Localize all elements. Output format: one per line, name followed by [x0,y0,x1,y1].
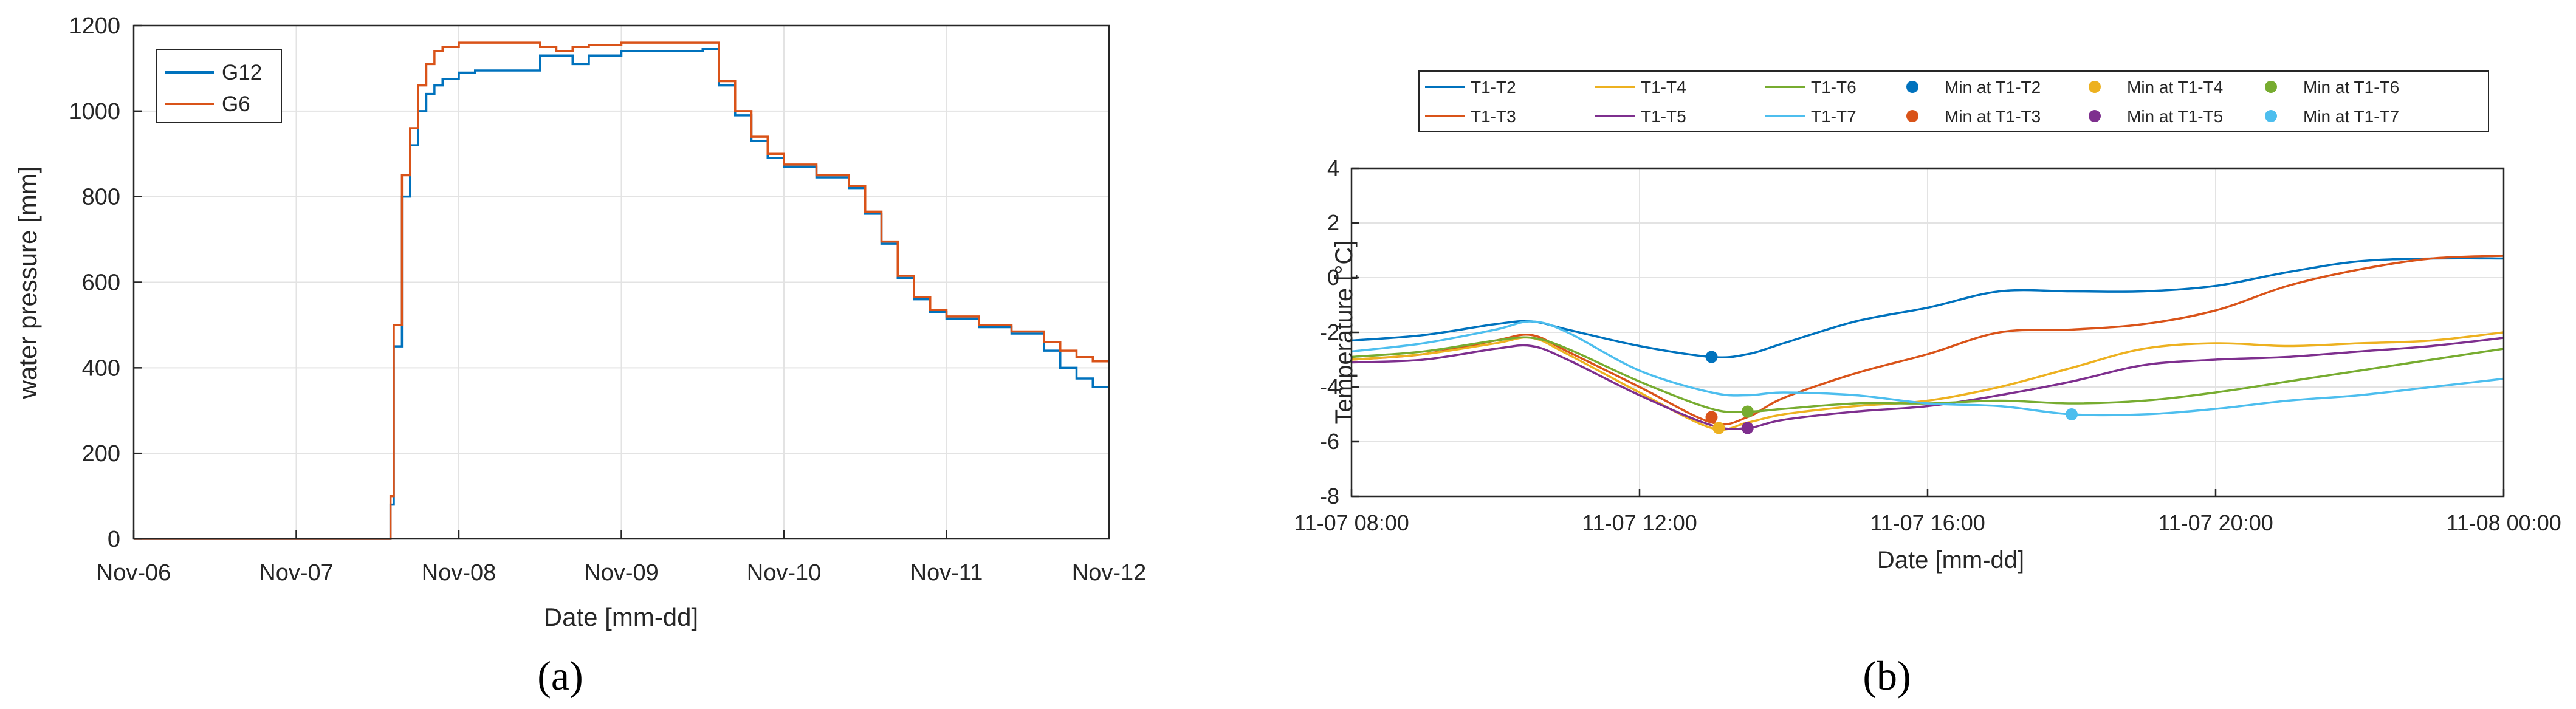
chart-b-y-ticks: -8 -6 -4 -2 0 2 4 [1320,156,1359,509]
chart-b-marker-min-at-t1-t6 [1741,405,1754,418]
chart-b-x-tick-label: 11-07 08:00 [1294,510,1409,535]
chart-b-legend-dot-min-at-t1-t5 [2089,110,2101,122]
chart-b-legend-label-min-at-t1-t4: Min at T1-T4 [2127,78,2223,97]
chart-b-legend-label-t1-t7: T1-T7 [1811,107,1856,126]
chart-b-legend-label-t1-t3: T1-T3 [1471,107,1516,126]
chart-b-series-line-t1-t5 [1351,337,2504,430]
chart-a-series-line-g12 [134,47,1110,540]
chart-a-y-tick-label: 1000 [69,99,120,125]
chart-b-x-tick-label: 11-07 12:00 [1582,510,1697,535]
chart-b-y-tick-label: -4 [1320,374,1339,399]
chart-b-legend-dot-min-at-t1-t2 [1906,81,1918,93]
chart-b-legend-label-t1-t6: T1-T6 [1811,78,1856,97]
chart-b: 11-07 08:00 11-07 12:00 11-07 16:00 11-07 2… [1294,70,2561,699]
chart-b-series-line-t1-t3 [1351,255,2504,426]
chart-b-x-ticks: 11-07 08:00 11-07 12:00 11-07 16:00 11-07 2… [1294,489,2561,535]
chart-a-y-tick-label: 600 [82,270,120,296]
chart-a-y-tick-label: 200 [82,441,120,467]
chart-b-minima-markers [1705,351,2078,434]
chart-b-legend-dot-min-at-t1-t4 [2089,81,2101,93]
chart-b-y-tick-label: -2 [1320,320,1339,344]
chart-b-x-tick-label: 11-07 20:00 [2158,510,2273,535]
chart-a-y-tick-label: 400 [82,355,120,381]
chart-a-y-tick-label: 0 [108,527,120,552]
chart-b-legend-label-min-at-t1-t6: Min at T1-T6 [2303,78,2399,97]
chart-b-legend: T1-T2 T1-T3 T1-T4 T1-T5 T1-T6 T1-T7 Min at T1-… [1418,70,2489,132]
chart-a-x-tick-label: Nov-07 [259,560,334,586]
chart-b-y-tick-label: 0 [1327,265,1339,290]
chart-b-y-tick-label: 4 [1327,156,1339,180]
chart-a: Nov-06 Nov-07 Nov-08 Nov-09 Nov-10 Nov-11 Nov-… [13,13,1146,699]
chart-b-legend-dot-min-at-t1-t7 [2265,110,2277,122]
chart-a-y-axis-label: water pressure [mm] [13,166,42,400]
chart-b-legend-label-min-at-t1-t5: Min at T1-T5 [2127,107,2223,126]
chart-b-marker-min-at-t1-t2 [1705,351,1718,363]
chart-a-legend: G12 G6 [156,49,282,123]
chart-a-x-ticks: Nov-06 Nov-07 Nov-08 Nov-09 Nov-10 Nov-11 Nov-… [97,530,1147,586]
chart-a-x-tick-label: Nov-10 [747,560,822,586]
chart-b-marker-min-at-t1-t3 [1705,411,1718,423]
chart-b-x-tick-label: 11-08 00:00 [2446,510,2561,535]
chart-b-marker-min-at-t1-t4 [1712,422,1725,434]
chart-b-legend-label-min-at-t1-t7: Min at T1-T7 [2303,107,2399,126]
chart-b-y-axis-label: Temperature [°C] [1331,241,1358,425]
chart-a-y-tick-label: 800 [82,185,120,210]
chart-b-legend-box [1418,70,2489,132]
chart-a-caption: (a) [537,652,583,699]
chart-b-series [1351,255,2504,431]
chart-b-legend-label-t1-t4: T1-T4 [1641,78,1686,97]
chart-b-x-axis-label: Date [mm-dd] [1877,547,2024,574]
chart-b-caption: (b) [1863,652,1911,699]
chart-a-legend-box [156,49,282,123]
chart-b-legend-label-min-at-t1-t2: Min at T1-T2 [1945,78,2041,97]
chart-a-series-line-g6 [134,41,1110,540]
chart-a-series [134,41,1110,540]
chart-b-y-tick-label: 2 [1327,210,1339,235]
chart-b-legend-label-t1-t5: T1-T5 [1641,107,1686,126]
chart-a-x-tick-label: Nov-11 [910,560,983,586]
chart-a-y-tick-label: 1200 [69,13,120,39]
chart-b-legend-label-min-at-t1-t3: Min at T1-T3 [1945,107,2041,126]
chart-b-y-tick-label: -6 [1320,429,1339,454]
chart-b-marker-min-at-t1-t5 [1741,422,1754,434]
chart-b-series-line-t1-t6 [1351,336,2504,414]
chart-a-x-tick-label: Nov-12 [1072,560,1147,586]
chart-b-series-line-t1-t7 [1351,320,2504,417]
chart-a-legend-label-g12: G12 [222,61,262,84]
chart-a-x-tick-label: Nov-06 [97,560,171,586]
chart-a-y-ticks: 0 200 400 600 800 1000 1200 [69,13,142,552]
chart-a-x-tick-label: Nov-09 [584,560,659,586]
chart-a-x-axis-label: Date [mm-dd] [544,603,698,631]
chart-b-legend-dot-min-at-t1-t3 [1906,110,1918,122]
chart-a-legend-label-g6: G6 [222,92,250,116]
chart-b-legend-dot-min-at-t1-t6 [2265,81,2277,93]
chart-b-x-tick-label: 11-07 16:00 [1870,510,1985,535]
chart-b-y-tick-label: -8 [1320,484,1339,509]
chart-b-marker-min-at-t1-t7 [2066,408,2078,420]
chart-a-x-tick-label: Nov-08 [422,560,496,586]
chart-b-legend-label-t1-t2: T1-T2 [1471,78,1516,97]
